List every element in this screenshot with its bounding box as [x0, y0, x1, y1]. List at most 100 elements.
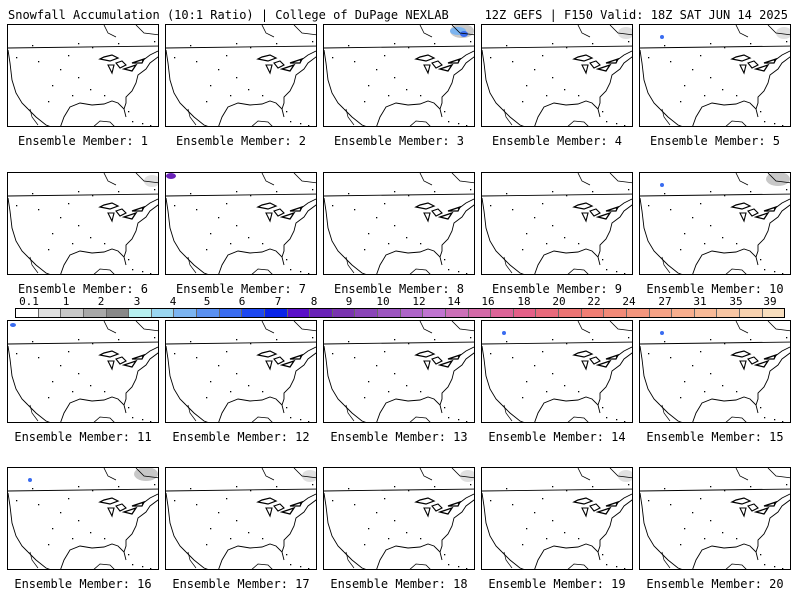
map-lake-dot [724, 47, 726, 49]
map-line [534, 248, 601, 274]
colorbar-swatch [423, 309, 446, 317]
map-lake-dot [406, 532, 408, 534]
map-line [281, 204, 316, 258]
map-lake-dot [470, 337, 472, 339]
map-line [437, 506, 454, 515]
map-lake-dot [566, 343, 568, 345]
map-line [299, 198, 316, 210]
map-lake-dot [364, 397, 366, 399]
map-line [293, 25, 316, 36]
map-panel-member-18 [323, 467, 475, 570]
map-lake-dot [434, 486, 436, 488]
colorbar [15, 308, 785, 318]
map-lake-dot [506, 45, 508, 47]
colorbar-label: 31 [693, 295, 707, 308]
member-caption: Ensemble Member: 1 [17, 134, 149, 148]
map-line [482, 193, 632, 197]
map-line [103, 468, 117, 481]
map-lake-dot [174, 500, 176, 502]
map-line [447, 57, 462, 64]
map-line [595, 359, 612, 368]
map-lake-dot [564, 532, 566, 534]
map-lake-dot [552, 486, 554, 488]
map-line [739, 360, 747, 371]
member-caption: Ensemble Member: 16 [14, 577, 152, 591]
map-line [419, 468, 433, 481]
map-line [692, 543, 759, 569]
colorbar-swatch [762, 309, 785, 317]
map-line [376, 100, 443, 126]
map-lake-dot [692, 365, 694, 367]
map-line [581, 507, 589, 518]
map-line [187, 404, 197, 422]
colorbar-label: 16 [481, 295, 495, 308]
map-line [640, 197, 661, 258]
map-line [447, 205, 462, 212]
map-lake-dot [190, 45, 192, 47]
map-lake-dot [128, 554, 130, 556]
map-lake-dot [774, 419, 776, 421]
map-line [261, 468, 275, 481]
map-lake-dot [236, 225, 238, 227]
map-line [281, 499, 316, 553]
map-line [376, 396, 443, 422]
map-lake-dot [546, 95, 548, 97]
colorbar-swatch [559, 309, 582, 317]
member-caption: Ensemble Member: 20 [646, 577, 784, 591]
map-lake-dot [248, 532, 250, 534]
map-line [423, 507, 431, 518]
map-lake-dot [150, 125, 152, 126]
map-line [447, 500, 462, 507]
map-lake-dot [48, 544, 50, 546]
map-lake-dot [128, 259, 130, 261]
colorbar-label: 39 [763, 295, 777, 308]
map-lake-dot [78, 77, 80, 79]
map-lake-dot [760, 259, 762, 261]
member-caption: Ensemble Member: 6 [17, 282, 149, 296]
map-lake-dot [394, 225, 396, 227]
map-lake-dot [48, 397, 50, 399]
map-line [482, 492, 503, 553]
map-line [640, 193, 790, 197]
map-lake-dot [388, 243, 390, 245]
map-line [135, 321, 158, 332]
map-panel-member-9 [481, 172, 633, 275]
map-lake-dot [552, 225, 554, 227]
map-lake-dot [132, 417, 134, 419]
map-line [605, 353, 620, 360]
snow-area-northeast-gray-light [460, 470, 474, 482]
map-lake-dot [368, 381, 370, 383]
snow-area-rockies-blue [660, 183, 664, 187]
map-lake-dot [262, 95, 264, 97]
map-line [115, 356, 127, 365]
map-lake-dot [132, 121, 134, 123]
map-lake-dot [206, 249, 208, 251]
map-outline [482, 468, 632, 569]
map-lake-dot [458, 271, 460, 273]
map-lake-dot [522, 249, 524, 251]
map-line [60, 396, 127, 422]
map-line [755, 352, 790, 406]
map-lake-dot [760, 407, 762, 409]
map-lake-dot [38, 357, 40, 359]
map-lake-dot [206, 397, 208, 399]
colorbar-label: 1 [62, 295, 70, 308]
colorbar-swatch [332, 309, 356, 317]
colorbar-label: 22 [587, 295, 601, 308]
map-lake-dot [104, 538, 106, 540]
map-line [739, 64, 747, 75]
map-lake-dot [466, 125, 468, 126]
map-lake-dot [760, 554, 762, 556]
map-panel-member-16 [7, 467, 159, 570]
map-line [60, 543, 127, 569]
map-panel-member-19 [481, 467, 633, 570]
map-lake-dot [606, 564, 608, 566]
map-lake-dot [16, 353, 18, 355]
map-line [725, 563, 747, 569]
map-lake-dot [92, 343, 94, 345]
map-line [640, 488, 790, 492]
map-line [27, 551, 50, 569]
colorbar-swatch [310, 309, 333, 317]
map-line [187, 551, 197, 569]
